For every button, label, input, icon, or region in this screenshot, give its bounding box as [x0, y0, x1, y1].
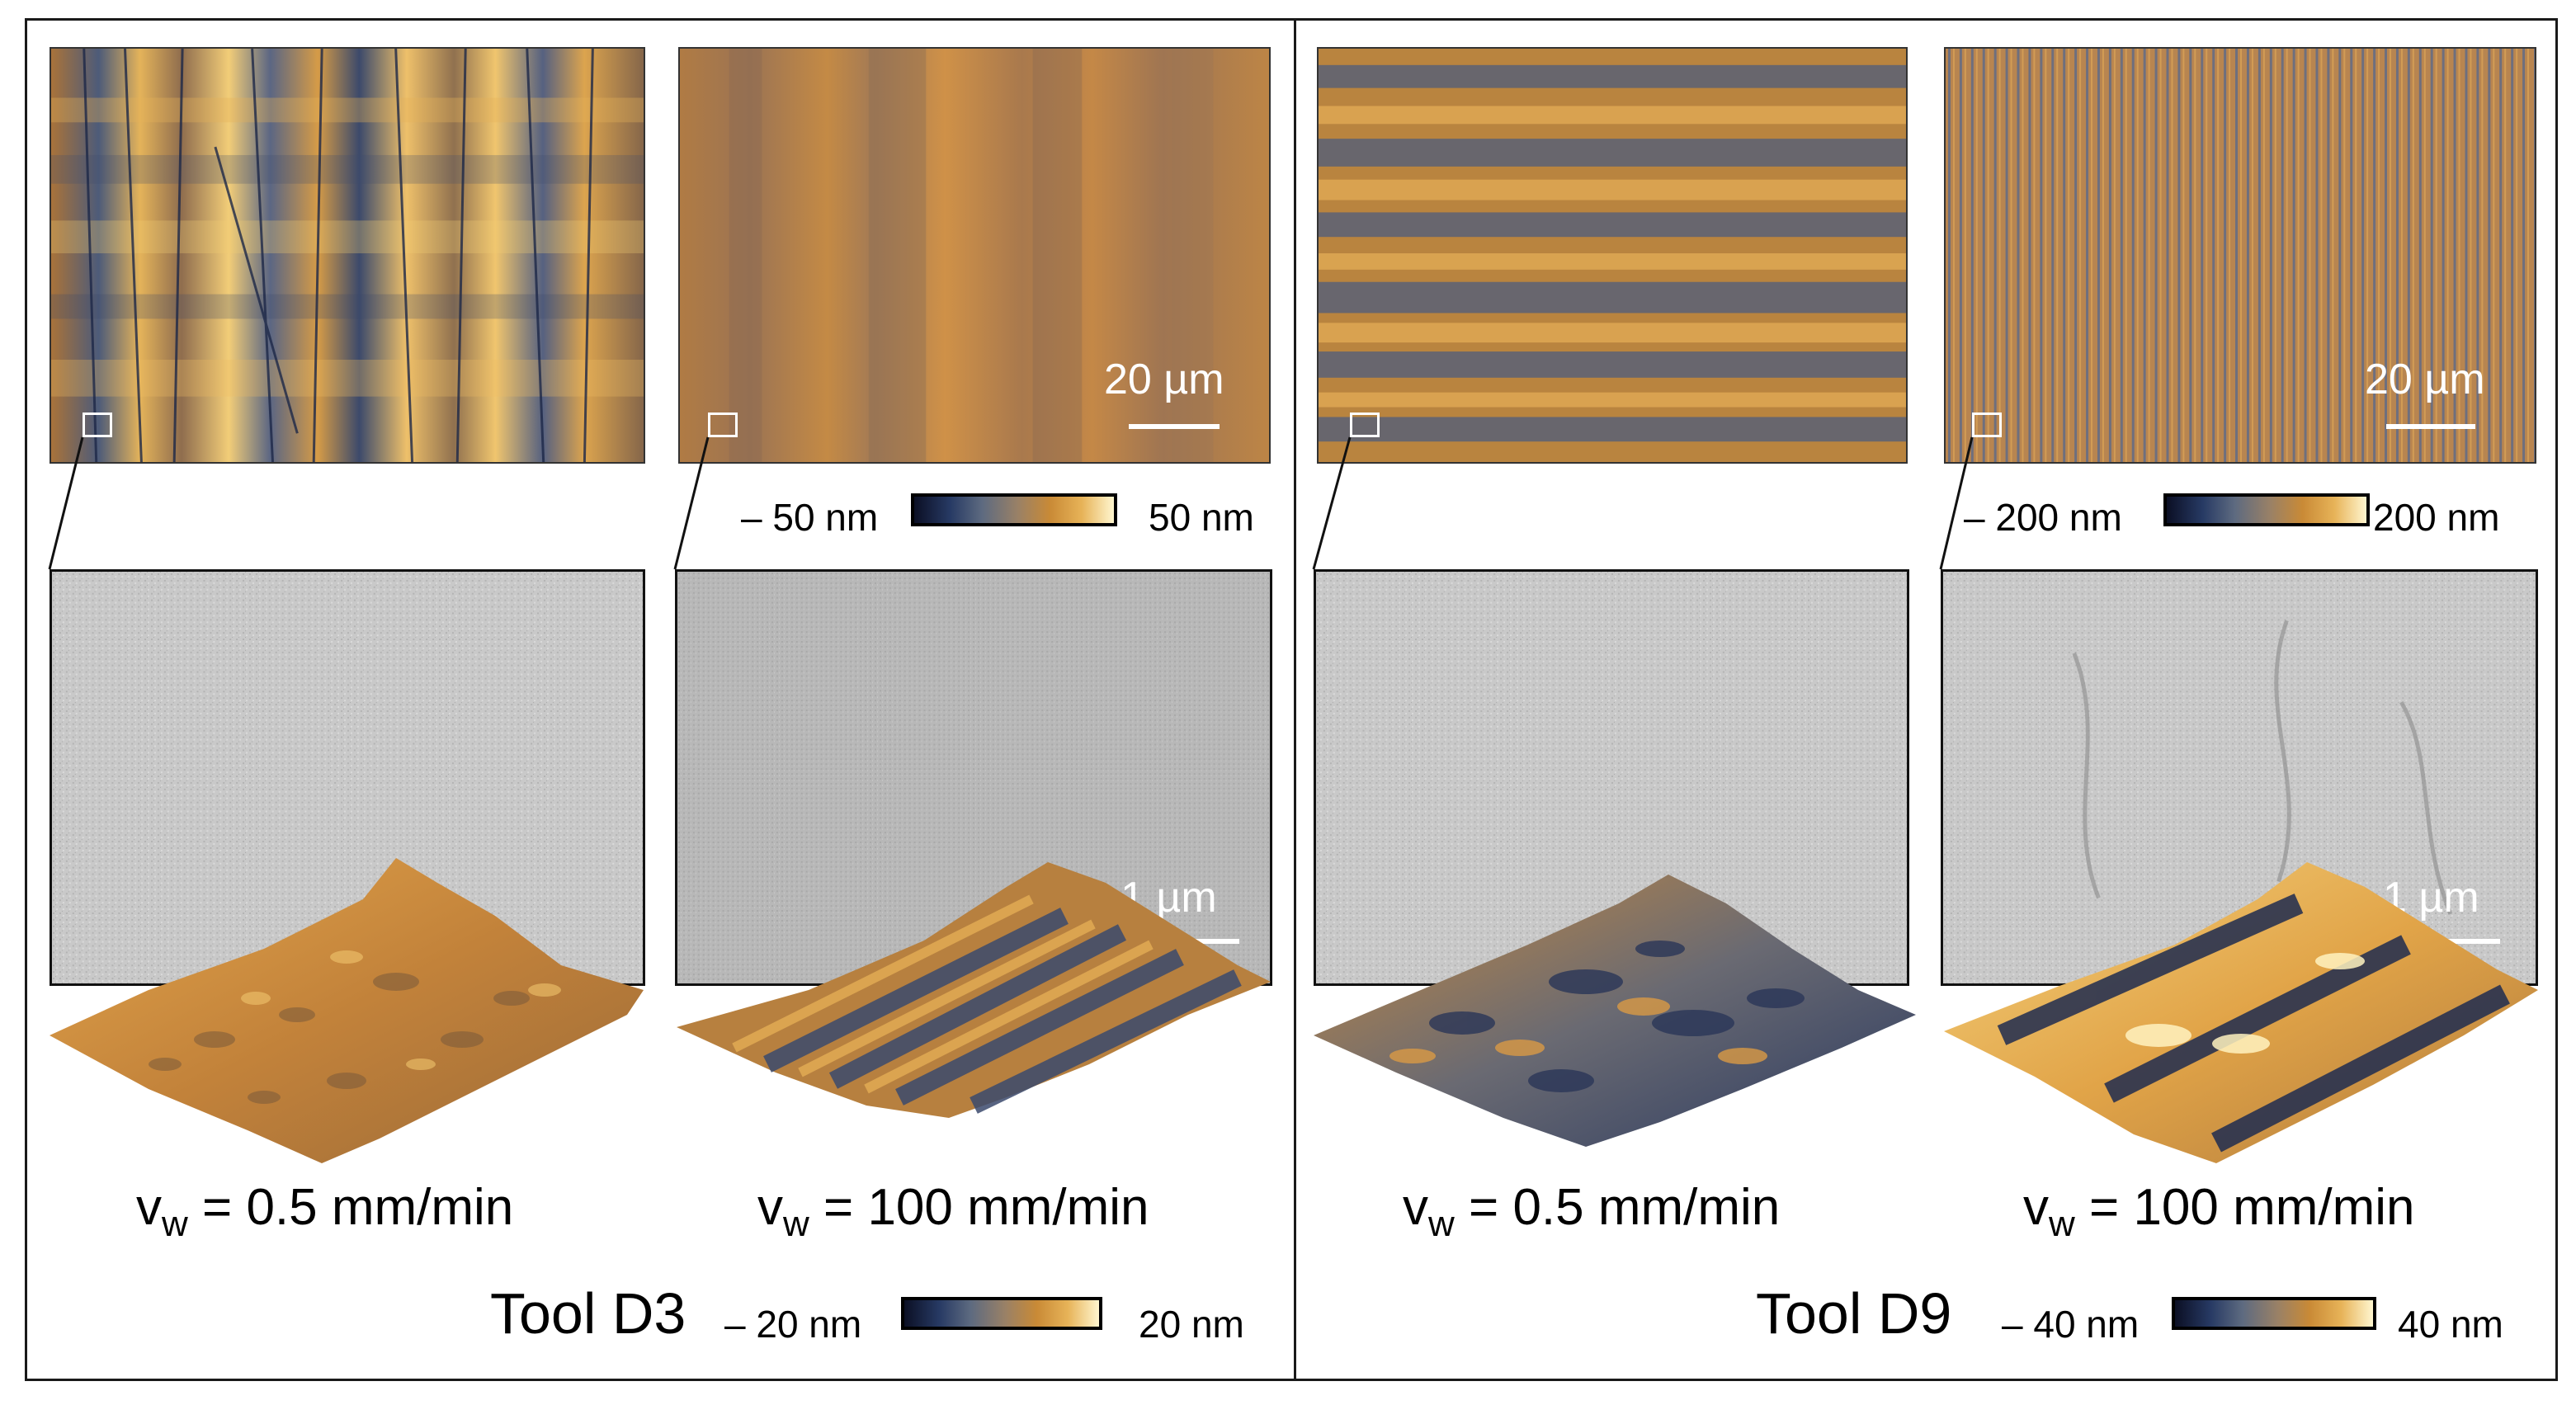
tool-label: Tool D9 — [1756, 1281, 1952, 1346]
figure-frame — [25, 18, 2558, 1381]
zoom-region-marker — [1350, 413, 1380, 437]
zoom-region-marker — [1972, 413, 2002, 437]
surface-colorbar-max: 40 nm — [2398, 1303, 2503, 1346]
zoom-region-marker — [83, 413, 112, 437]
afm-colorbar-min: – 200 nm — [1964, 496, 2122, 539]
afm-map-d3-slow — [50, 47, 645, 464]
surface-colorbar-min: – 40 nm — [2002, 1303, 2140, 1346]
afm-map-d9-slow — [1317, 47, 1908, 464]
afm-colorbar-min: – 50 nm — [741, 496, 879, 539]
surface-colorbar — [2172, 1297, 2376, 1330]
afm-3d-surface-d9-slow — [1314, 875, 1916, 1147]
sem-image-d9-slow — [1314, 569, 1909, 986]
afm-3d-surface-d9-fast — [1944, 862, 2538, 1163]
afm-scalebar-label: 20 µm — [1104, 356, 1224, 403]
afm-3d-surface-d3-slow — [50, 858, 644, 1163]
tool-label: Tool D3 — [490, 1281, 686, 1346]
panel-divider — [1294, 18, 1296, 1381]
afm-scalebar-label: 20 µm — [2365, 356, 2485, 403]
afm-map-d3-fast — [678, 47, 1271, 464]
afm-map-d9-fast — [1944, 47, 2536, 464]
speed-label: vw = 0.5 mm/min — [136, 1179, 514, 1244]
afm-colorbar — [2163, 493, 2370, 526]
afm-scalebar — [1129, 424, 1220, 429]
speed-label: vw = 0.5 mm/min — [1403, 1179, 1781, 1244]
afm-colorbar-max: 200 nm — [2373, 496, 2500, 539]
zoom-region-marker — [708, 413, 738, 437]
afm-scalebar — [2386, 424, 2475, 429]
speed-label: vw = 100 mm/min — [2023, 1179, 2415, 1244]
surface-colorbar-max: 20 nm — [1139, 1303, 1244, 1346]
afm-3d-surface-d3-fast — [677, 862, 1271, 1118]
surface-colorbar-min: – 20 nm — [724, 1303, 862, 1346]
speed-label: vw = 100 mm/min — [757, 1179, 1149, 1244]
surface-colorbar — [901, 1297, 1102, 1330]
afm-colorbar — [911, 493, 1117, 526]
afm-colorbar-max: 50 nm — [1149, 496, 1254, 539]
